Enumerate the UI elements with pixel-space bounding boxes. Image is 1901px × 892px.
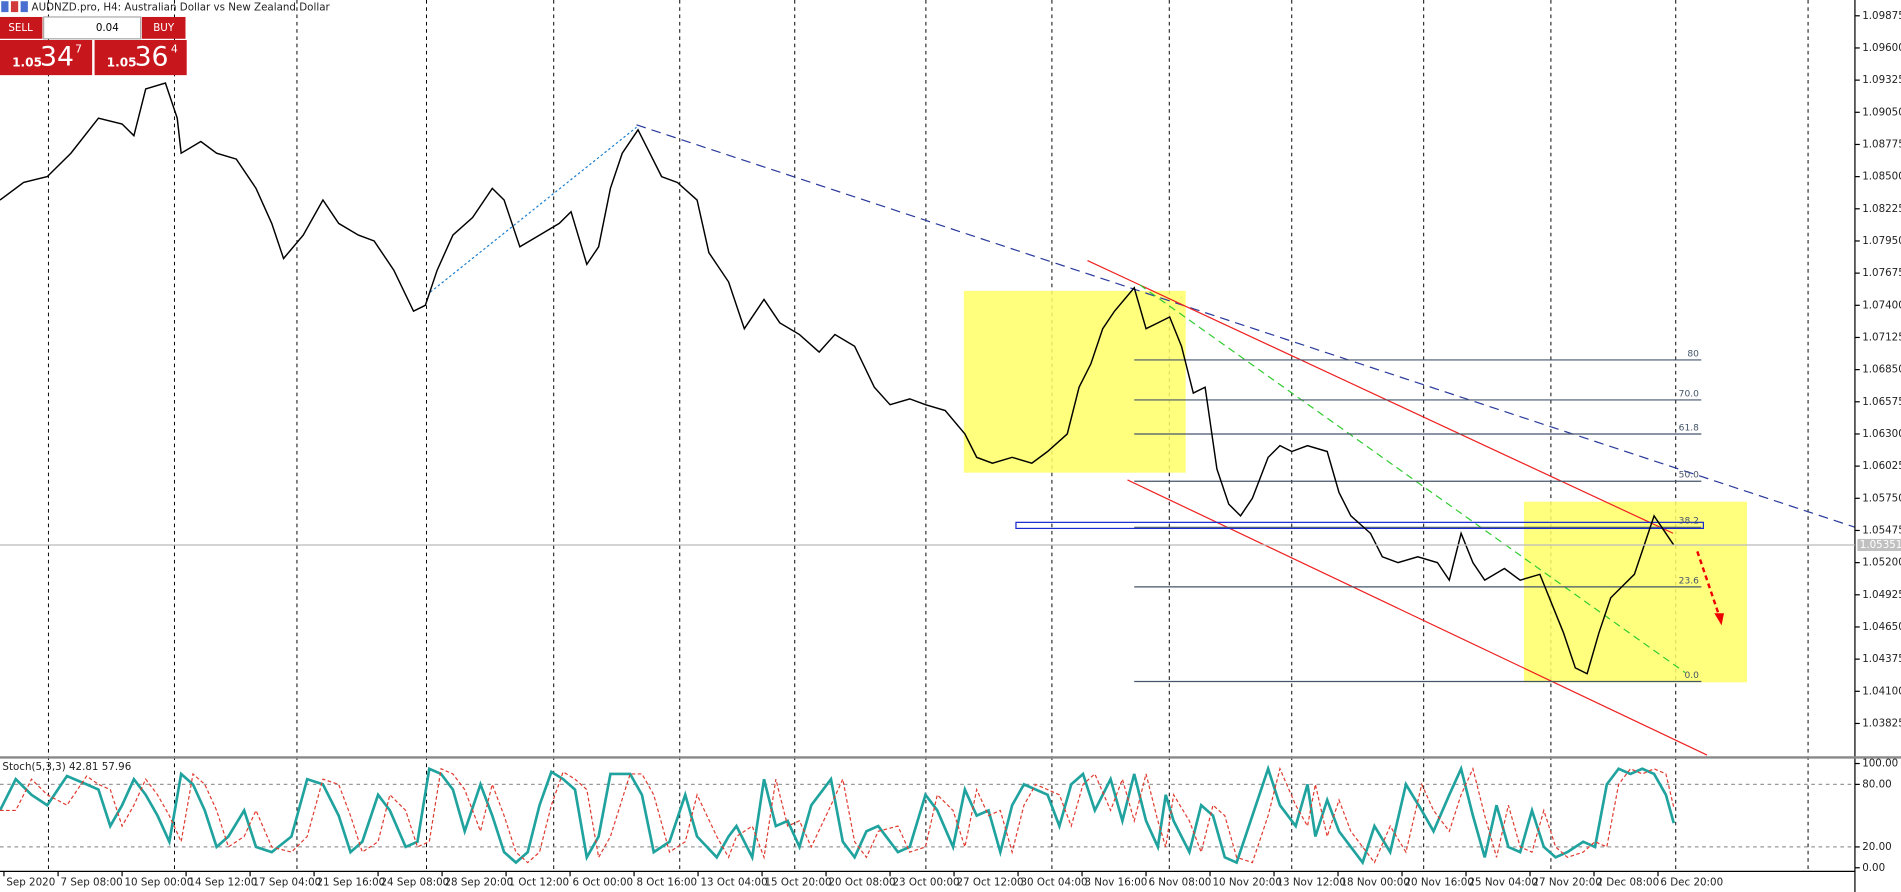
price-main: 34 — [40, 42, 74, 73]
x-tick-label: 6 Nov 08:00 — [1148, 876, 1211, 888]
y-tick-label: 1.09050 — [1862, 106, 1901, 118]
y-tick-label: 0.00 — [1862, 862, 1885, 874]
arrow-head — [1714, 613, 1724, 626]
y-tick-label: 1.09875 — [1862, 10, 1901, 22]
x-tick-label: 6 Oct 00:00 — [572, 876, 633, 888]
y-tick-label: 1.06025 — [1862, 460, 1901, 472]
y-tick-label: 1.05200 — [1862, 557, 1901, 569]
zone — [1015, 521, 1704, 530]
trend-line — [1139, 284, 1686, 674]
x-tick-label: 3 Nov 16:00 — [1084, 876, 1147, 888]
y-tick-label: 1.04375 — [1862, 653, 1901, 665]
y-tick-label: 1.08775 — [1862, 138, 1901, 150]
y-tick-label: 1.07400 — [1862, 299, 1901, 311]
y-tick-label: 1.09600 — [1862, 42, 1901, 54]
price-line-series — [0, 82, 1675, 675]
x-tick-label: 25 Nov 04:00 — [1468, 876, 1537, 888]
y-tick-label: 1.07675 — [1862, 267, 1901, 279]
plot: 80 70.0 61.8 50.0 38.2 23.6 0.0 — [0, 82, 1702, 866]
highlight-box — [963, 290, 1186, 473]
x-tick-label: 24 Sep 08:00 — [380, 876, 449, 888]
x-tick-label: 13 Nov 12:00 — [1276, 876, 1345, 888]
y-tick-label: 1.04650 — [1862, 621, 1901, 633]
buy-label[interactable]: BUY — [153, 22, 175, 34]
y-tick-label: 1.04100 — [1862, 685, 1901, 697]
price-label: 1.05351 — [1860, 539, 1901, 551]
x-tick-label: 20 Oct 08:00 — [828, 876, 895, 888]
x-tick-label: Sep 2020 — [6, 876, 55, 888]
icon — [1, 1, 9, 13]
x-tick-label: 6 Dec 20:00 — [1660, 876, 1723, 888]
y-tick-label: 1.04925 — [1862, 589, 1901, 601]
x-tick-label: 30 Oct 04:00 — [1020, 876, 1087, 888]
y-tick-label: 1.08225 — [1862, 203, 1901, 215]
x-tick-label: 1 Oct 12:00 — [508, 876, 569, 888]
sell-price-box[interactable] — [0, 39, 93, 76]
x-tick-label: 23 Oct 00:00 — [892, 876, 959, 888]
x-tick-label: 2 Dec 08:00 — [1596, 876, 1659, 888]
x-tick-label: 8 Oct 16:00 — [636, 876, 697, 888]
x-tick-label: 27 Nov 20:00 — [1532, 876, 1601, 888]
x-tick-label: 20 Nov 16:00 — [1404, 876, 1473, 888]
sell-button[interactable] — [0, 16, 43, 39]
fib-label: 0.0 — [1684, 671, 1699, 681]
trade-panel: SELL 0.04 BUY 1.05 34 7 1.05 36 4 — [0, 16, 187, 76]
fib-label: 23.6 — [1679, 576, 1699, 586]
x-tick-label: 17 Sep 04:00 — [253, 876, 322, 888]
price-small: 7 — [75, 43, 82, 56]
y-tick-label: 1.06300 — [1862, 428, 1901, 440]
buy-price-box[interactable] — [94, 39, 187, 76]
arrow — [1696, 551, 1721, 617]
x-tick-label: 10 Sep 00:00 — [125, 876, 194, 888]
chart-title: AUDNZD.pro, H4: Australian Dollar vs New… — [32, 1, 331, 13]
price-big: 1.05 — [107, 56, 137, 70]
x-tick-label: 15 Oct 20:00 — [764, 876, 831, 888]
channel-line — [1127, 479, 1708, 756]
trend-line — [636, 124, 1856, 528]
y-tick-label: 1.07125 — [1862, 331, 1901, 343]
price-big: 1.05 — [12, 56, 42, 70]
icon — [20, 1, 28, 13]
y-tick-label: 1.09325 — [1862, 74, 1901, 86]
y-tick-label: 20.00 — [1862, 841, 1891, 853]
price-label-box — [1857, 538, 1901, 552]
y-tick-label: 1.06575 — [1862, 396, 1901, 408]
price-small: 4 — [171, 43, 178, 56]
fib-label: 61.8 — [1679, 423, 1699, 433]
icon — [10, 1, 19, 13]
y-tick-label: 1.05475 — [1862, 524, 1901, 536]
volume-box[interactable] — [43, 16, 142, 40]
channel-line — [1087, 260, 1674, 534]
sell-label[interactable]: SELL — [8, 22, 33, 34]
x-tick-label: 28 Sep 20:00 — [444, 876, 513, 888]
fib-label: 50.0 — [1679, 471, 1699, 481]
y-tick-label: 1.03825 — [1862, 717, 1901, 729]
x-tick-label: 14 Sep 12:00 — [189, 876, 258, 888]
x-tick-label: 10 Nov 20:00 — [1212, 876, 1281, 888]
x-tick-label: 21 Sep 16:00 — [317, 876, 386, 888]
price-main: 36 — [135, 42, 169, 73]
x-tick-label: 27 Oct 12:00 — [956, 876, 1023, 888]
volume[interactable]: 0.04 — [96, 22, 119, 34]
trend-line — [430, 126, 637, 293]
stoch-signal — [0, 766, 1675, 864]
fib-label: 38.2 — [1679, 517, 1699, 527]
x-tick-label: 7 Sep 08:00 — [61, 876, 123, 888]
y-tick-label: 1.08500 — [1862, 171, 1901, 183]
buy-button[interactable] — [141, 16, 186, 39]
fib-label: 80 — [1687, 349, 1699, 359]
x-tick-label: 18 Nov 00:00 — [1340, 876, 1409, 888]
y-tick-label: 1.05750 — [1862, 492, 1901, 504]
y-tick-label: 1.06850 — [1862, 364, 1901, 376]
y-tick-label: 100.00 — [1862, 758, 1898, 770]
y-tick-label: 80.00 — [1862, 778, 1891, 790]
fib-label: 70.0 — [1679, 389, 1699, 399]
y-tick-label: 1.07950 — [1862, 235, 1901, 247]
indicator-title: Stoch(5,3,3) 42.81 57.96 — [2, 761, 131, 773]
x-tick-label: 13 Oct 04:00 — [700, 876, 767, 888]
stoch-main — [0, 764, 1676, 866]
